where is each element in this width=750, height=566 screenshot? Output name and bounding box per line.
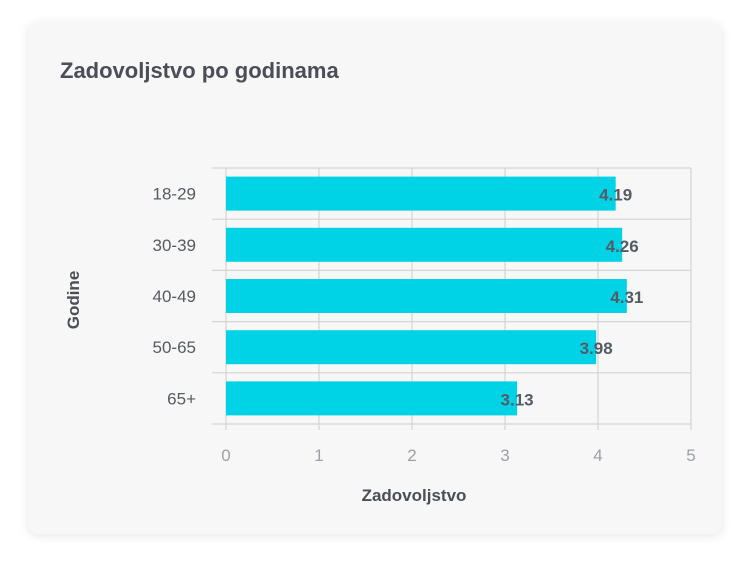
bar-value-label: 3.98 (580, 339, 613, 358)
chart-card: Zadovoljstvo po godinama (28, 22, 722, 534)
x-tick-label: 4 (593, 446, 602, 465)
bar-30-39 (226, 227, 623, 262)
bar-50-65 (226, 330, 597, 365)
grid-layer (212, 167, 692, 430)
bar-value-label: 4.31 (610, 288, 643, 307)
y-tick-label: 30-39 (153, 236, 196, 255)
y-tick-label: 65+ (167, 389, 196, 408)
y-axis-title: Godine (64, 271, 83, 330)
bar-18-29 (226, 176, 616, 211)
bar-value-label: 3.13 (501, 390, 534, 409)
bar-value-label: 4.19 (599, 186, 632, 205)
x-tick-label: 2 (407, 446, 416, 465)
y-tick-label: 50-65 (153, 338, 196, 357)
x-tick-label: 0 (221, 446, 230, 465)
bar-layer (226, 176, 627, 416)
label-layer: 0 1 2 3 4 5 18-29 4.19 30-39 4.26 40-49 4.31 50-65 3.… (153, 185, 696, 465)
bar-value-label: 4.26 (606, 237, 639, 256)
y-tick-label: 40-49 (153, 287, 196, 306)
bar-40-49 (226, 279, 627, 313)
x-tick-label: 1 (314, 446, 323, 465)
x-tick-label: 5 (686, 446, 695, 465)
x-tick-label: 3 (500, 446, 509, 465)
y-tick-label: 18-29 (153, 185, 196, 204)
x-axis-title: Zadovoljstvo (362, 486, 467, 505)
bar-65+ (226, 381, 518, 416)
chart-title: Zadovoljstvo po godinama (60, 58, 339, 83)
